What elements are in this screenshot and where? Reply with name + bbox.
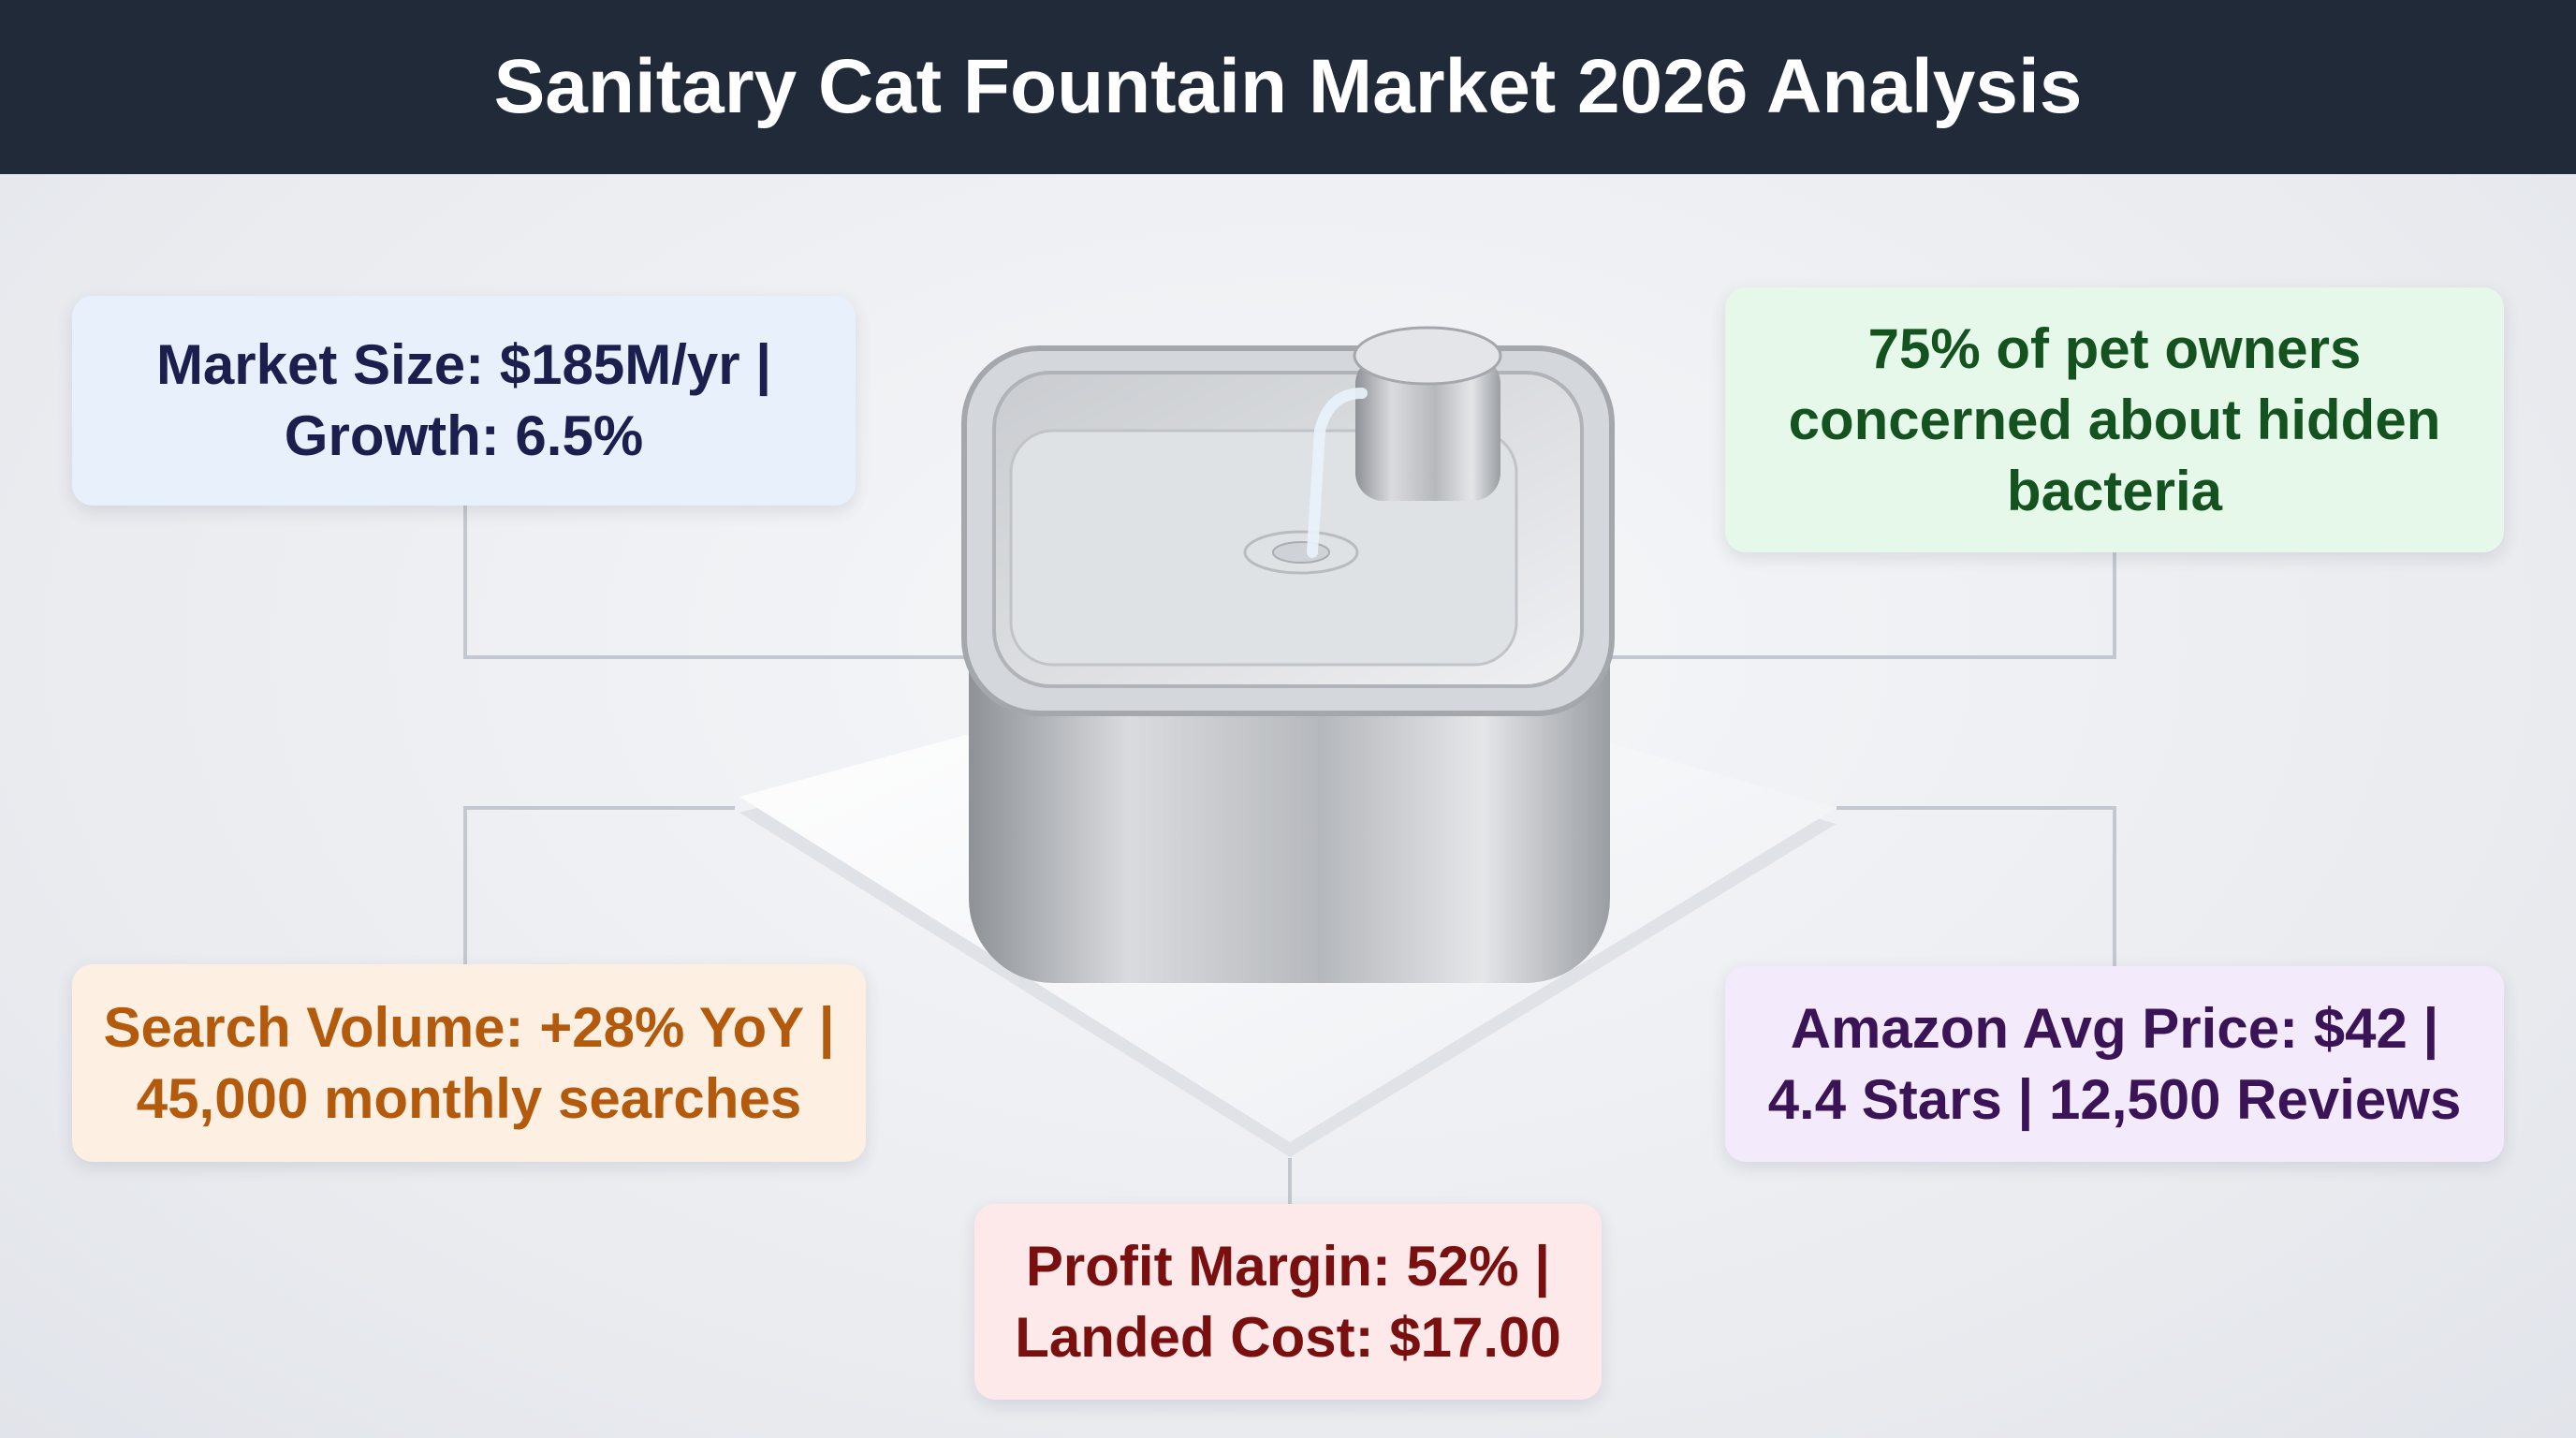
callout-line: Market Size: $185M/yr | [155, 333, 772, 396]
callout-line: Search Volume: +28% YoY | [103, 995, 835, 1059]
callout-line: bacteria [2006, 459, 2223, 522]
fountain [961, 326, 1615, 983]
header-title: Sanitary Cat Fountain Market 2026 Analys… [0, 0, 2576, 174]
callout-amazon: Amazon Avg Price: $42 | 4.4 Stars | 12,5… [1725, 966, 2504, 1162]
connectors [463, 506, 2116, 1204]
callout-line: Landed Cost: $17.00 [1015, 1305, 1561, 1369]
callout-line: 75% of pet owners [1867, 316, 2362, 380]
callout-concern: 75% of pet owners concerned about hidden… [1725, 287, 2504, 552]
callout-profit: Profit Margin: 52% | Landed Cost: $17.00 [974, 1204, 1602, 1400]
callout-line: concerned about hidden [1788, 388, 2441, 451]
callout-search-volume: Search Volume: +28% YoY | 45,000 monthly… [72, 964, 866, 1162]
callout-line: Growth: 6.5% [284, 404, 644, 467]
callout-line: Amazon Avg Price: $42 | [1790, 996, 2439, 1060]
callout-market-size: Market Size: $185M/yr | Growth: 6.5% [72, 296, 856, 506]
callout-line: 4.4 Stars | 12,500 Reviews [1767, 1067, 2462, 1131]
callout-line: Profit Margin: 52% | [1025, 1234, 1551, 1298]
callout-line: 45,000 monthly searches [136, 1066, 802, 1130]
